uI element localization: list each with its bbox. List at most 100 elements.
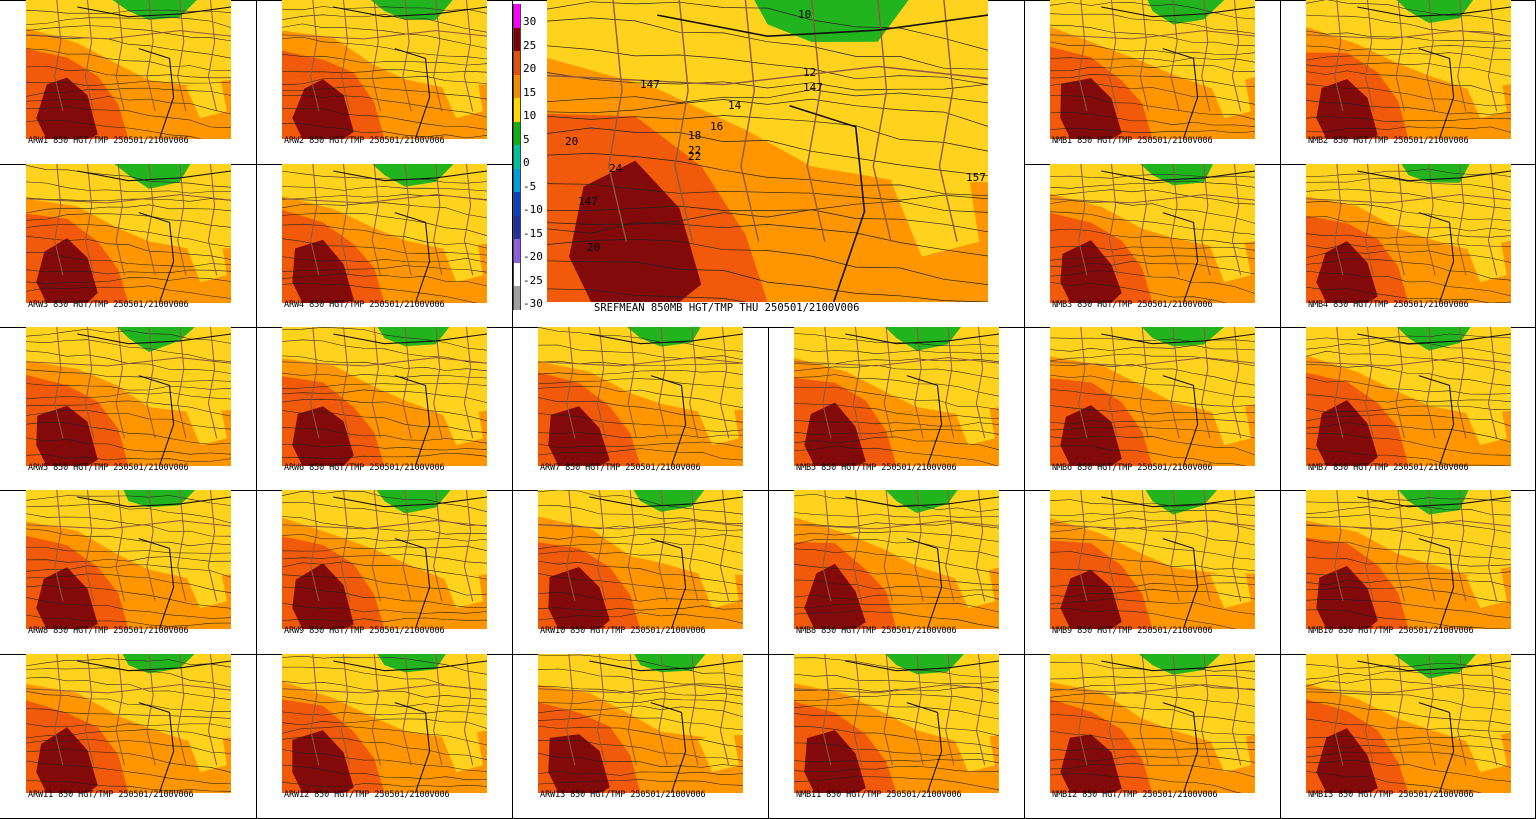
member-panel: ARW10 850 HGT/TMP 250501/2100V006 — [512, 490, 768, 654]
member-panel: NMB1 850 HGT/TMP 250501/2100V006 — [1024, 0, 1280, 164]
member-panel: NMB6 850 HGT/TMP 250501/2100V006 — [1024, 327, 1280, 491]
contour-label: 14 — [728, 99, 742, 112]
member-caption: ARW1 850 HGT/TMP 250501/2100V006 — [28, 136, 189, 146]
colorbar-segment — [513, 4, 521, 28]
colorbar-label: -20 — [523, 250, 543, 263]
colorbar-label: 0 — [523, 156, 530, 169]
member-map — [282, 164, 487, 303]
member-map — [282, 0, 487, 139]
member-panel: NMB9 850 HGT/TMP 250501/2100V006 — [1024, 490, 1280, 654]
member-map-svg — [1306, 327, 1511, 466]
member-map — [282, 327, 487, 466]
colorbar-label: -10 — [523, 203, 543, 216]
member-caption: ARW12 850 HGT/TMP 250501/2100V006 — [284, 790, 450, 800]
colorbar-segment — [513, 51, 521, 75]
contour-label: 147 — [803, 81, 823, 94]
member-caption: ARW13 850 HGT/TMP 250501/2100V006 — [540, 790, 706, 800]
member-map-svg — [1050, 164, 1255, 303]
colorbar-segment — [513, 145, 521, 169]
member-map — [794, 654, 999, 793]
member-panel: ARW4 850 HGT/TMP 250501/2100V006 — [256, 164, 512, 328]
member-map — [282, 490, 487, 629]
member-panel: NMB7 850 HGT/TMP 250501/2100V006 — [1280, 327, 1536, 491]
member-caption: NMB12 850 HGT/TMP 250501/2100V006 — [1052, 790, 1218, 800]
member-map — [26, 164, 231, 303]
member-panel: NMB12 850 HGT/TMP 250501/2100V006 — [1024, 654, 1280, 818]
member-map — [794, 327, 999, 466]
srefmean-caption: SREFMEAN 850MB HGT/TMP THU 250501/2100V0… — [594, 302, 860, 314]
member-map — [1050, 490, 1255, 629]
contour-label: 18 — [688, 129, 701, 142]
colorbar-label: 30 — [523, 15, 537, 28]
member-panel: ARW1 850 HGT/TMP 250501/2100V006 — [0, 0, 256, 164]
member-map-svg — [1050, 490, 1255, 629]
contour-label: 147 — [578, 195, 598, 208]
member-caption: NMB11 850 HGT/TMP 250501/2100V006 — [796, 790, 962, 800]
member-map — [538, 490, 743, 629]
colorbar-segment — [513, 192, 521, 216]
colorbar-segment — [513, 98, 521, 122]
colorbar-label: 5 — [523, 132, 530, 146]
member-map — [1306, 327, 1511, 466]
member-map-svg — [538, 327, 743, 466]
member-map — [1050, 0, 1255, 139]
member-map-svg — [1306, 654, 1511, 793]
member-panel: ARW13 850 HGT/TMP 250501/2100V006 — [512, 654, 768, 818]
grid-line — [768, 327, 769, 819]
contour-label: 20 — [565, 135, 578, 148]
member-caption: ARW5 850 HGT/TMP 250501/2100V006 — [28, 463, 189, 473]
member-panel: NMB10 850 HGT/TMP 250501/2100V006 — [1280, 490, 1536, 654]
member-map-svg — [26, 327, 231, 466]
member-map-svg — [1050, 654, 1255, 793]
colorbar-segment — [513, 286, 521, 310]
colorbar-segment — [513, 239, 521, 263]
colorbar-label: 20 — [523, 62, 537, 75]
member-panel: ARW3 850 HGT/TMP 250501/2100V006 — [0, 164, 256, 328]
member-map-svg — [1306, 0, 1511, 139]
grid-line — [256, 0, 257, 819]
member-caption: NMB10 850 HGT/TMP 250501/2100V006 — [1308, 626, 1474, 636]
contour-label: 16 — [710, 120, 723, 133]
member-caption: ARW9 850 HGT/TMP 250501/2100V006 — [284, 626, 445, 636]
member-map-svg — [794, 490, 999, 629]
colorbar-label: -15 — [523, 226, 543, 240]
member-map — [1050, 327, 1255, 466]
member-panel: NMB2 850 HGT/TMP 250501/2100V006 — [1280, 0, 1536, 164]
colorbar-segment — [513, 262, 521, 286]
member-map — [1306, 164, 1511, 303]
member-caption: NMB2 850 HGT/TMP 250501/2100V006 — [1308, 136, 1469, 146]
member-caption: ARW6 850 HGT/TMP 250501/2100V006 — [284, 463, 445, 473]
member-panel: ARW2 850 HGT/TMP 250501/2100V006 — [256, 0, 512, 164]
member-map — [26, 490, 231, 629]
colorbar-label: 15 — [523, 85, 537, 99]
member-map — [26, 654, 231, 793]
member-map — [26, 0, 231, 139]
contour-label: 22 — [688, 144, 701, 157]
member-map-svg — [282, 164, 487, 303]
member-caption: ARW7 850 HGT/TMP 250501/2100V006 — [540, 463, 701, 473]
member-caption: NMB1 850 HGT/TMP 250501/2100V006 — [1052, 136, 1213, 146]
member-panel: ARW8 850 HGT/TMP 250501/2100V006 — [0, 490, 256, 654]
member-panel: NMB11 850 HGT/TMP 250501/2100V006 — [768, 654, 1024, 818]
member-map-svg — [538, 490, 743, 629]
member-caption: NMB3 850 HGT/TMP 250501/2100V006 — [1052, 300, 1213, 310]
colorbar-label: 10 — [523, 109, 537, 122]
member-map — [26, 327, 231, 466]
member-caption: ARW11 850 HGT/TMP 250501/2100V006 — [28, 790, 194, 800]
grid-line — [512, 0, 513, 819]
member-map-svg — [282, 0, 487, 139]
member-map-svg — [1306, 490, 1511, 629]
colorbar-label: -30 — [523, 297, 543, 310]
colorbar-label: -5 — [523, 179, 537, 193]
member-panel: NMB13 850 HGT/TMP 250501/2100V006 — [1280, 654, 1536, 818]
contour-label: 20 — [587, 241, 600, 254]
member-map-svg — [282, 654, 487, 793]
member-caption: NMB4 850 HGT/TMP 250501/2100V006 — [1308, 300, 1469, 310]
member-map — [538, 327, 743, 466]
member-caption: NMB9 850 HGT/TMP 250501/2100V006 — [1052, 626, 1213, 636]
member-caption: ARW10 850 HGT/TMP 250501/2100V006 — [540, 626, 706, 636]
member-map-svg — [1050, 327, 1255, 466]
member-panel: ARW11 850 HGT/TMP 250501/2100V006 — [0, 654, 256, 818]
member-panel: ARW5 850 HGT/TMP 250501/2100V006 — [0, 327, 256, 491]
contour-label: 24 — [609, 162, 623, 175]
